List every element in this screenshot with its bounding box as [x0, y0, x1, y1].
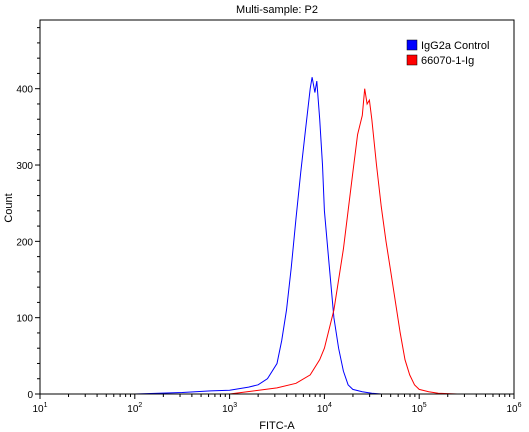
x-tick-label: 103	[222, 402, 237, 415]
x-tick-label: 106	[506, 402, 521, 415]
y-tick-label: 0	[27, 390, 33, 401]
x-tick-label: 105	[412, 402, 427, 415]
y-tick-label: 300	[16, 161, 33, 172]
series-layer	[40, 77, 514, 395]
plot-frame	[39, 19, 515, 395]
legend: IgG2a Control 66070-1-Ig	[406, 39, 489, 67]
y-tick-label: 100	[16, 314, 33, 325]
chart-title: Multi-sample: P2	[236, 4, 318, 16]
legend-label: IgG2a Control	[421, 40, 489, 52]
series-line-1	[40, 77, 514, 395]
y-tick-label: 200	[16, 237, 33, 248]
legend-swatch	[406, 54, 418, 66]
y-tick-label: 400	[16, 85, 33, 96]
legend-swatch	[406, 39, 418, 51]
x-tick-label: 102	[127, 402, 142, 415]
x-tick-label: 104	[317, 402, 332, 415]
axis-layer: 101 102 103 104 105 106 0 100 200 300 400	[16, 27, 522, 415]
y-axis-label: Count	[3, 193, 15, 222]
legend-label: 66070-1-Ig	[421, 55, 474, 67]
x-axis-label: FITC-A	[259, 420, 295, 432]
x-tick-label: 101	[32, 402, 47, 415]
series-line-2	[40, 88, 514, 395]
